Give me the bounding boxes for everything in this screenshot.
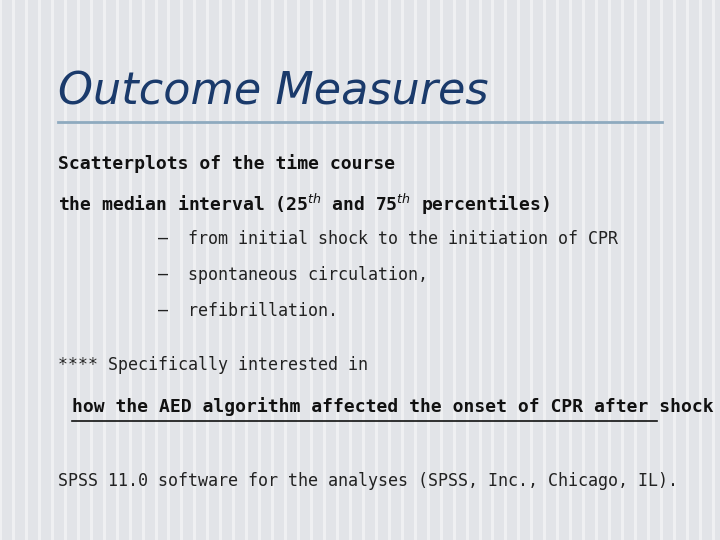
Text: Outcome Measures: Outcome Measures xyxy=(58,70,488,113)
Text: how the AED algorithm affected the onset of CPR after shock: how the AED algorithm affected the onset… xyxy=(72,397,714,416)
Text: –  refibrillation.: – refibrillation. xyxy=(158,302,338,320)
Text: **** Specifically interested in: **** Specifically interested in xyxy=(58,356,368,374)
Text: SPSS 11.0 software for the analyses (SPSS, Inc., Chicago, IL).: SPSS 11.0 software for the analyses (SPS… xyxy=(58,472,678,490)
Text: Scatterplots of the time course: Scatterplots of the time course xyxy=(58,154,395,173)
Text: –  spontaneous circulation,: – spontaneous circulation, xyxy=(158,266,428,284)
Text: –  from initial shock to the initiation of CPR: – from initial shock to the initiation o… xyxy=(158,230,618,247)
Text: the median interval (25$^{th}$ and 75$^{th}$ percentiles): the median interval (25$^{th}$ and 75$^{… xyxy=(58,192,549,217)
